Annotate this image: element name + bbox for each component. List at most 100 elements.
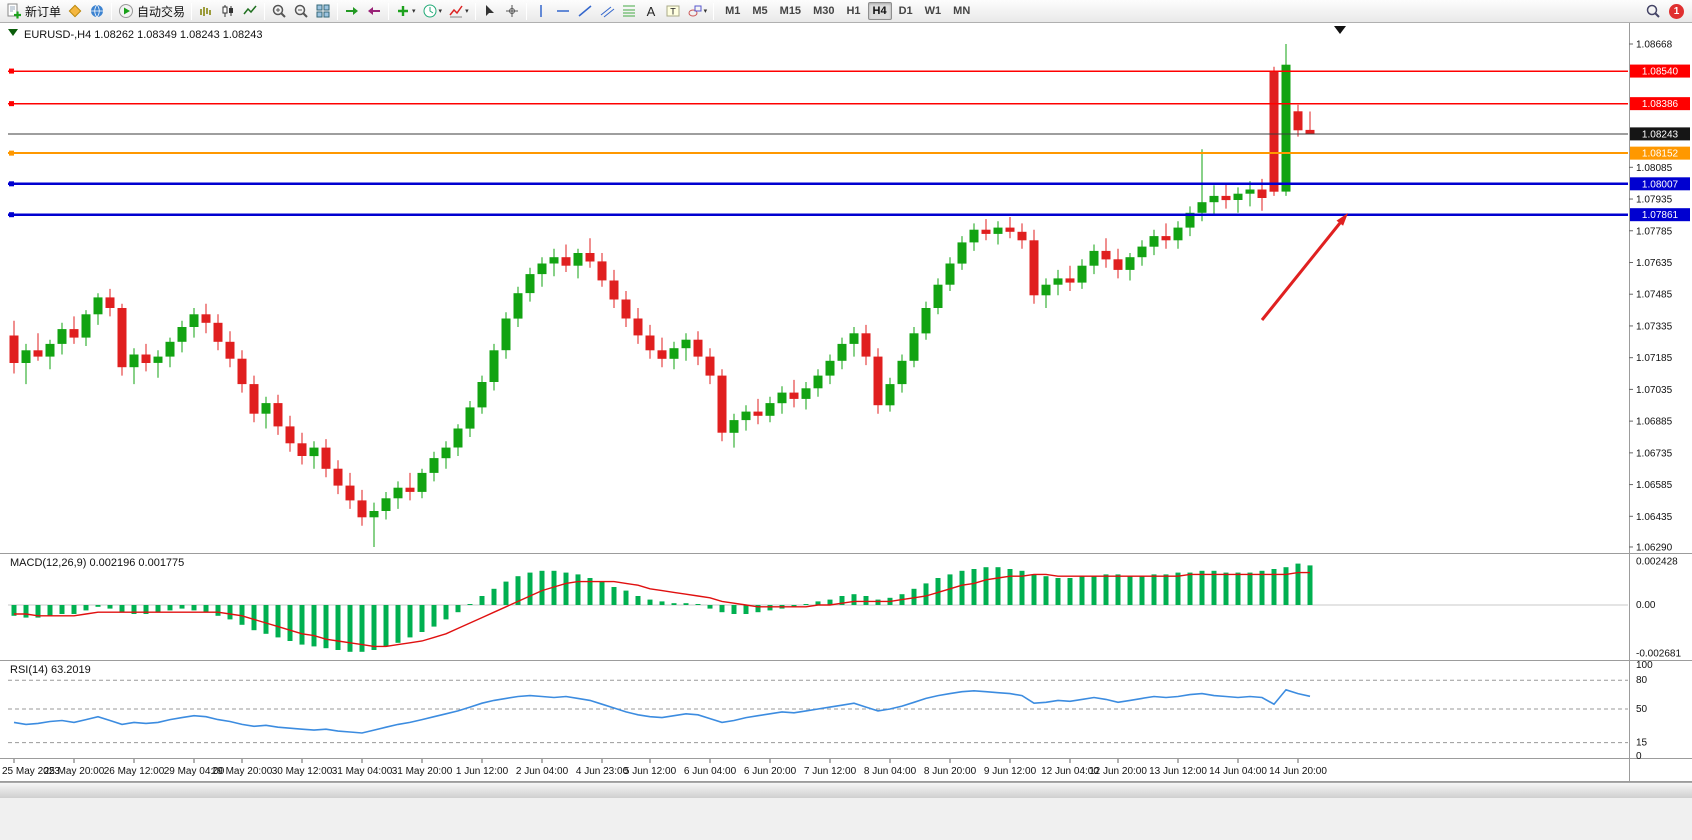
price-badge-label: 1.08007: [1642, 179, 1679, 190]
timeframe-button-d1[interactable]: D1: [898, 5, 913, 17]
resistance-line-2-handle[interactable]: [9, 101, 14, 107]
price-badge-label: 1.08152: [1642, 149, 1679, 160]
time-axis-label: 2 Jun 04:00: [516, 766, 569, 777]
zoom-out-button[interactable]: [291, 1, 311, 22]
chart-canvas[interactable]: EURUSD-,H4 1.08262 1.08349 1.08243 1.082…: [0, 23, 1692, 840]
label-button[interactable]: T: [663, 1, 683, 22]
main-toolbar: 新订单 自动交易 ▾ ▾ ▾ A T ▾ M1 M5 M15 M30 H1 H4 D1 W1 MN 1: [0, 0, 1692, 23]
candle: [81, 310, 91, 346]
shapes-button[interactable]: ▾: [685, 1, 710, 22]
crosshair-button[interactable]: [502, 1, 522, 22]
bar-chart-button[interactable]: [196, 1, 216, 22]
indicators-button[interactable]: ▾: [446, 1, 471, 22]
dropdown-caret-icon[interactable]: ▾: [703, 8, 708, 15]
search-button[interactable]: [1643, 1, 1663, 22]
new-order-button[interactable]: 新订单: [4, 1, 63, 22]
macd-histogram-bar: [371, 605, 377, 650]
time-axis-label: 31 May 20:00: [392, 766, 453, 777]
notification-badge[interactable]: 1: [1669, 3, 1684, 19]
rsi-line: [13, 688, 1311, 734]
price-badge: [1630, 127, 1690, 141]
candle: [621, 291, 631, 327]
timeframe-button-h4[interactable]: H4: [867, 2, 892, 20]
zoom-in-button[interactable]: [269, 1, 289, 22]
candle: [441, 441, 451, 469]
macd-histogram-bar: [731, 605, 737, 614]
candle: [93, 293, 103, 325]
market-watch-button[interactable]: [65, 1, 85, 22]
tile-windows-button[interactable]: [313, 1, 333, 22]
timeframe-button-w1[interactable]: W1: [924, 5, 942, 17]
candle: [573, 248, 583, 279]
horizontal-line-button[interactable]: [553, 1, 573, 22]
candle: [561, 244, 571, 272]
macd-histogram-bar: [1283, 567, 1289, 605]
trendline-button[interactable]: [575, 1, 595, 22]
price-axis-label: 1.06585: [1636, 480, 1673, 491]
dropdown-caret-icon[interactable]: ▾: [465, 8, 469, 15]
candle: [1077, 259, 1087, 289]
candle: [69, 316, 79, 344]
macd-histogram-bar: [851, 594, 857, 605]
candle: [21, 343, 31, 385]
chart-shift-button[interactable]: [364, 1, 384, 22]
macd-histogram-bar: [827, 599, 833, 605]
vertical-line-button[interactable]: [531, 1, 551, 22]
macd-axis-zero: 0.00: [1636, 600, 1656, 611]
dropdown-caret-icon[interactable]: ▾: [412, 8, 416, 15]
autoscroll-icon: [344, 3, 360, 19]
resistance-line-1-handle[interactable]: [9, 68, 14, 74]
fibo-icon: [621, 3, 637, 19]
macd-histogram-bar: [323, 605, 329, 649]
trend-arrow-annotation[interactable]: [1260, 222, 1342, 321]
auto-scroll-button[interactable]: [342, 1, 362, 22]
line-chart-button[interactable]: [240, 1, 260, 22]
candle: [693, 331, 703, 366]
macd-histogram-bar: [623, 590, 629, 605]
price-badge-label: 1.08540: [1642, 67, 1679, 78]
macd-histogram-bar: [719, 605, 725, 613]
candle: [393, 481, 403, 509]
dropdown-caret-icon[interactable]: ▾: [438, 8, 443, 15]
text-t-icon: T: [665, 3, 681, 19]
timeframe-button-mn[interactable]: MN: [953, 5, 971, 17]
candlestick-chart-button[interactable]: [218, 1, 238, 22]
macd-histogram: [11, 563, 1313, 652]
timeframe-button-m5[interactable]: M5: [752, 5, 768, 17]
timeframe-button-h1[interactable]: H1: [846, 5, 861, 17]
candle: [201, 303, 211, 334]
time-axis-label: 26 May 12:00: [104, 766, 165, 777]
shift-icon: [366, 3, 382, 19]
pivot-line-orange-handle[interactable]: [9, 150, 14, 156]
auto-trading-button[interactable]: 自动交易: [116, 1, 187, 22]
new-chart-button[interactable]: ▾: [393, 1, 418, 22]
bars-icon: [198, 3, 214, 19]
shapes-icon: [687, 3, 703, 19]
tile-icon: [315, 3, 331, 19]
svg-text:A: A: [646, 4, 655, 19]
trend-arrow-head-icon[interactable]: [1336, 213, 1349, 226]
timeframe-button-m15[interactable]: M15: [779, 5, 802, 17]
rsi-axis-label: 0: [1636, 751, 1642, 762]
macd-histogram-bar: [911, 588, 917, 605]
timeframe-button-m1[interactable]: M1: [725, 5, 741, 17]
bottom-scroll-strip[interactable]: [0, 782, 1692, 798]
fibonacci-button[interactable]: [619, 1, 639, 22]
support-line-2-handle[interactable]: [9, 212, 14, 218]
macd-histogram-bar: [863, 596, 869, 605]
price-badge: [1630, 64, 1690, 78]
text-button[interactable]: A: [641, 1, 661, 22]
chart-window[interactable]: EURUSD-,H4 1.08262 1.08349 1.08243 1.082…: [0, 23, 1692, 840]
symbol-dropdown-icon[interactable]: [8, 29, 18, 36]
periods-button[interactable]: ▾: [420, 1, 445, 22]
candle: [1281, 44, 1291, 196]
equidistant-channel-button[interactable]: [597, 1, 617, 22]
cursor-button[interactable]: [480, 1, 500, 22]
community-button[interactable]: [87, 1, 107, 22]
candle: [825, 354, 835, 385]
timeframe-button-m30[interactable]: M30: [813, 5, 835, 17]
support-line-1-handle[interactable]: [9, 181, 14, 187]
peak-marker-icon[interactable]: [1334, 26, 1346, 34]
candle: [129, 348, 139, 385]
candle: [513, 286, 523, 327]
